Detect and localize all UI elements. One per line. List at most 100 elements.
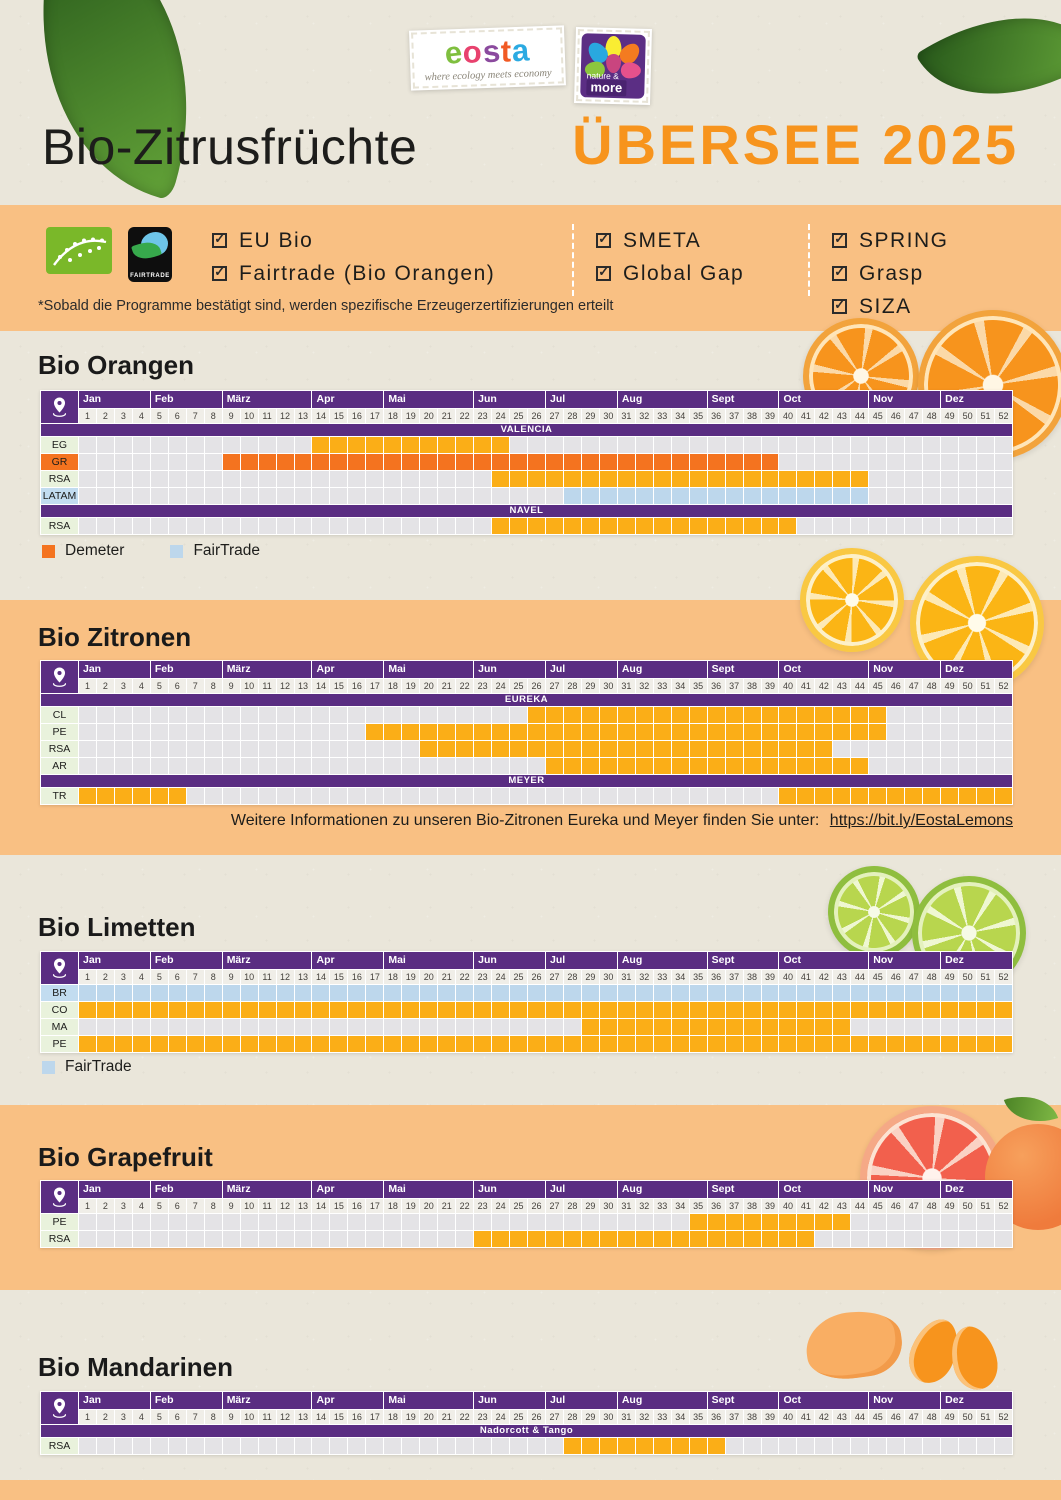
availability-cell: [545, 454, 563, 470]
week-number: 43: [833, 1410, 851, 1424]
availability-cell: [905, 788, 923, 804]
availability-cell: [240, 1231, 258, 1247]
availability-cell: [492, 741, 510, 757]
availability-cell: [923, 1036, 941, 1052]
title-uebersee-2025: ÜBERSEE 2025: [572, 113, 1019, 176]
availability-cell: [402, 1036, 420, 1052]
availability-cell: [204, 985, 222, 1001]
certification-band-background: [0, 205, 1061, 331]
availability-cell: [815, 1019, 833, 1035]
availability-cell: [312, 741, 330, 757]
availability-cell: [294, 741, 312, 757]
availability-cell: [186, 758, 204, 774]
availability-cell: [833, 724, 851, 740]
availability-cell: [96, 1036, 114, 1052]
availability-cell: [617, 471, 635, 487]
availability-cell: [258, 1019, 276, 1035]
availability-cell: [635, 724, 653, 740]
availability-cell: [402, 1214, 420, 1230]
availability-cell: [779, 1438, 797, 1454]
month-header: März: [222, 391, 312, 408]
availability-cell: [851, 1438, 869, 1454]
week-number: 29: [581, 1199, 599, 1213]
availability-cell: [204, 1231, 222, 1247]
week-number: 11: [258, 1199, 276, 1213]
availability-cell: [941, 518, 959, 534]
availability-cell: [941, 471, 959, 487]
availability-cell: [797, 1002, 815, 1018]
week-number: 22: [456, 1410, 474, 1424]
availability-cell: [402, 471, 420, 487]
week-number: 7: [186, 1199, 204, 1213]
availability-cell: [545, 758, 563, 774]
checkbox-checked-icon: ✓: [212, 264, 227, 281]
availability-cell: [761, 1231, 779, 1247]
availability-cell: [240, 1002, 258, 1018]
week-number: 30: [599, 409, 617, 423]
certification-label: Grasp: [859, 262, 924, 285]
availability-cell: [96, 454, 114, 470]
availability-cell: [204, 488, 222, 504]
availability-cell: [510, 741, 528, 757]
availability-cell: [402, 1002, 420, 1018]
availability-cell: [312, 707, 330, 723]
availability-cell: [114, 724, 132, 740]
location-pin-cell: [41, 391, 78, 423]
availability-cell: [617, 741, 635, 757]
availability-cell: [959, 437, 977, 453]
lemons-info-link[interactable]: https://bit.ly/EostaLemons: [829, 812, 1013, 829]
availability-cell: [671, 758, 689, 774]
availability-cell: [905, 1036, 923, 1052]
availability-cell: [725, 741, 743, 757]
availability-cell: [168, 985, 186, 1001]
week-number: 37: [725, 970, 743, 984]
availability-cell: [168, 707, 186, 723]
month-header: Dez: [941, 661, 1012, 678]
week-number: 1: [79, 679, 96, 693]
month-header: Oct: [779, 1181, 869, 1198]
availability-cell: [941, 724, 959, 740]
availability-cell: [204, 707, 222, 723]
week-number: 12: [276, 409, 294, 423]
availability-cell: [743, 788, 761, 804]
availability-cell: [510, 518, 528, 534]
month-header: Jan: [79, 1392, 150, 1409]
week-number: 20: [420, 1199, 438, 1213]
nature-and-more-logo: nature & more: [574, 27, 652, 105]
week-number: 10: [240, 970, 258, 984]
availability-cell: [276, 1231, 294, 1247]
certification-item: ✓ Grasp: [832, 257, 949, 290]
availability-cell: [617, 437, 635, 453]
week-number: 48: [923, 1410, 941, 1424]
week-number: 22: [456, 970, 474, 984]
week-number: 36: [707, 970, 725, 984]
availability-cell: [779, 1002, 797, 1018]
availability-cell: [168, 471, 186, 487]
availability-cell: [150, 985, 168, 1001]
availability-cell: [456, 1036, 474, 1052]
availability-cell: [977, 1036, 995, 1052]
week-number: 4: [132, 409, 150, 423]
month-header: Sept: [707, 1392, 779, 1409]
availability-cell: [707, 1019, 725, 1035]
availability-cell: [923, 1002, 941, 1018]
availability-cell: [689, 454, 707, 470]
availability-cell: [869, 741, 887, 757]
availability-cell: [977, 1214, 995, 1230]
availability-cell: [743, 1438, 761, 1454]
availability-cell: [869, 437, 887, 453]
month-header: März: [222, 1392, 312, 1409]
availability-cell: [438, 707, 456, 723]
certification-label: EU Bio: [239, 229, 314, 252]
availability-cell: [96, 758, 114, 774]
week-number: 40: [779, 1199, 797, 1213]
availability-cell: [689, 741, 707, 757]
availability-cell: [366, 724, 384, 740]
availability-cell: [833, 1231, 851, 1247]
availability-cell: [581, 985, 599, 1001]
week-number: 8: [204, 679, 222, 693]
month-header: Aug: [617, 1392, 707, 1409]
week-number: 44: [851, 1199, 869, 1213]
availability-cell: [905, 985, 923, 1001]
availability-cell: [79, 454, 96, 470]
